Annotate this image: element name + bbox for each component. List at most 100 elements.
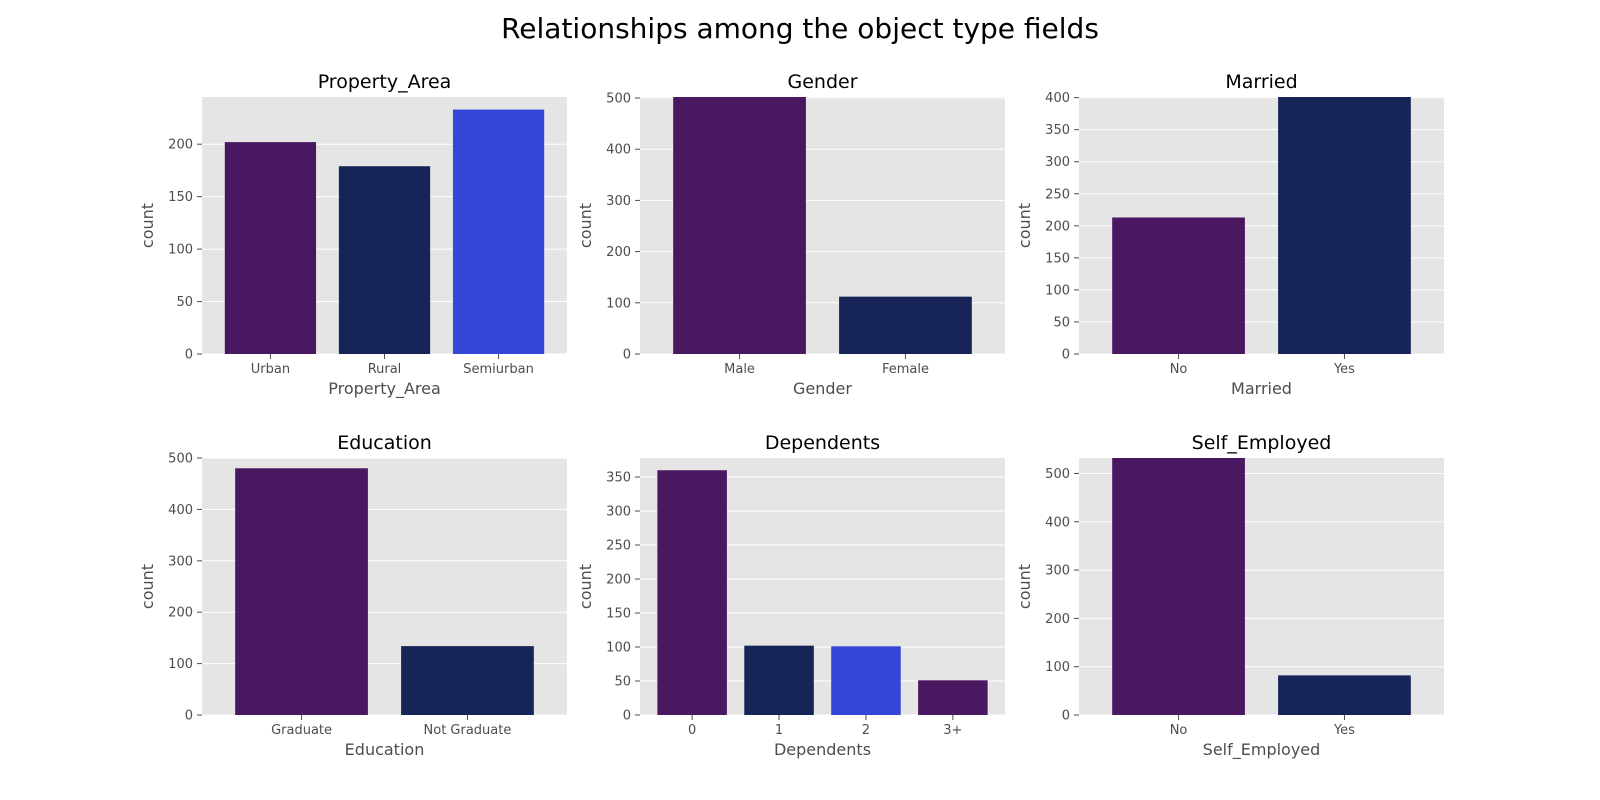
y-tick-label: 250	[1045, 187, 1070, 202]
x-axis-label: Education	[345, 740, 425, 759]
y-tick-label: 300	[168, 554, 193, 569]
y-tick-label: 300	[1045, 564, 1070, 579]
bar-yes	[1278, 675, 1411, 715]
y-tick-label: 200	[168, 606, 193, 621]
subplot-title: Gender	[787, 71, 857, 93]
x-tick-label: 0	[688, 723, 696, 738]
subplot-property-area: 0 50 100 150 200 Urban Rural Semiurban Property_…	[138, 71, 567, 399]
x-axis-label: Married	[1231, 379, 1292, 398]
x-axis-label: Self_Employed	[1203, 740, 1321, 760]
y-tick-label: 500	[168, 452, 193, 467]
bar-0	[657, 470, 727, 715]
y-tick-label: 400	[606, 143, 631, 158]
bars	[1112, 458, 1411, 715]
bar-no	[1112, 217, 1245, 354]
subplot-title: Education	[337, 432, 432, 454]
y-tick-label: 50	[614, 675, 631, 690]
bar-3	[918, 680, 988, 715]
x-tick-label: No	[1170, 362, 1188, 377]
x-axis: No Yes	[1170, 354, 1355, 377]
x-tick-label: Yes	[1333, 723, 1355, 738]
bar-female	[839, 296, 972, 354]
y-tick-label: 100	[606, 641, 631, 656]
subplot-gender: 0 100 200 300 400 500 Male Female Gender count Gen…	[576, 71, 1005, 398]
x-tick-label: 1	[775, 723, 783, 738]
y-tick-label: 200	[1045, 219, 1070, 234]
y-tick-label: 100	[168, 243, 193, 258]
y-tick-label: 0	[623, 709, 631, 724]
y-tick-label: 50	[176, 295, 193, 310]
y-axis-label: count	[1015, 203, 1034, 248]
x-tick-label: 3+	[943, 723, 962, 738]
y-tick-label: 100	[168, 657, 193, 672]
y-axis-label: count	[138, 203, 157, 248]
subplot-title: Property_Area	[318, 71, 452, 93]
y-tick-label: 300	[1045, 155, 1070, 170]
y-tick-label: 300	[606, 194, 631, 209]
x-tick-label: 2	[862, 723, 870, 738]
figure-suptitle: Relationships among the object type fiel…	[501, 12, 1099, 45]
y-tick-label: 0	[185, 348, 193, 363]
subplot-title: Married	[1225, 71, 1297, 93]
bars	[657, 470, 988, 715]
bar-semiurban	[452, 109, 545, 354]
y-axis-label: count	[576, 564, 595, 609]
y-tick-label: 500	[606, 92, 631, 107]
y-tick-label: 300	[606, 505, 631, 520]
x-axis-label: Property_Area	[328, 379, 441, 399]
x-tick-label: Graduate	[271, 723, 332, 738]
subplot-married: 0 50 100 150 200 250 300 350 400 No Yes Married coun…	[1015, 71, 1444, 398]
x-axis-label: Dependents	[774, 740, 871, 759]
subplot-title: Self_Employed	[1192, 432, 1332, 454]
y-tick-label: 0	[1062, 348, 1070, 363]
y-tick-label: 500	[1045, 467, 1070, 482]
y-axis-label: count	[1015, 564, 1034, 609]
x-axis: Urban Rural Semiurban	[251, 354, 534, 377]
bars	[1112, 97, 1411, 354]
y-tick-label: 350	[606, 471, 631, 486]
y-tick-label: 150	[1045, 251, 1070, 266]
bar-no	[1112, 458, 1245, 715]
y-tick-label: 200	[1045, 612, 1070, 627]
y-tick-label: 50	[1053, 315, 1070, 330]
x-tick-label: Urban	[251, 362, 290, 377]
y-tick-label: 100	[1045, 660, 1070, 675]
x-axis-label: Gender	[793, 379, 852, 398]
y-tick-label: 200	[168, 138, 193, 153]
x-axis: 0 1 2 3+	[688, 715, 962, 738]
x-tick-label: Female	[882, 362, 929, 377]
y-tick-label: 100	[1045, 283, 1070, 298]
y-tick-label: 250	[606, 539, 631, 554]
y-tick-label: 400	[1045, 515, 1070, 530]
bar-male	[673, 97, 806, 354]
bar-1	[744, 645, 814, 715]
x-axis: Male Female	[724, 354, 929, 377]
y-tick-label: 200	[606, 573, 631, 588]
y-tick-label: 0	[623, 348, 631, 363]
y-tick-label: 0	[185, 709, 193, 724]
x-tick-label: Not Graduate	[424, 723, 512, 738]
y-tick-label: 100	[606, 296, 631, 311]
bar-not-graduate	[401, 646, 534, 715]
bars	[673, 97, 972, 354]
y-axis-label: count	[576, 203, 595, 248]
y-axis-label: count	[138, 564, 157, 609]
y-tick-label: 150	[168, 190, 193, 205]
x-tick-label: No	[1170, 723, 1188, 738]
subplot-education: 0 100 200 300 400 500 Graduate Not Graduate Educ…	[138, 432, 567, 759]
y-tick-label: 400	[168, 503, 193, 518]
bar-urban	[224, 142, 317, 354]
x-tick-label: Rural	[368, 362, 402, 377]
y-tick-label: 350	[1045, 123, 1070, 138]
x-axis: Graduate Not Graduate	[271, 715, 511, 738]
bar-2	[831, 646, 901, 715]
x-tick-label: Semiurban	[463, 362, 534, 377]
x-axis: No Yes	[1170, 715, 1355, 738]
bar-yes	[1278, 97, 1411, 354]
bars	[235, 468, 534, 715]
x-tick-label: Male	[724, 362, 755, 377]
bars	[224, 109, 545, 354]
